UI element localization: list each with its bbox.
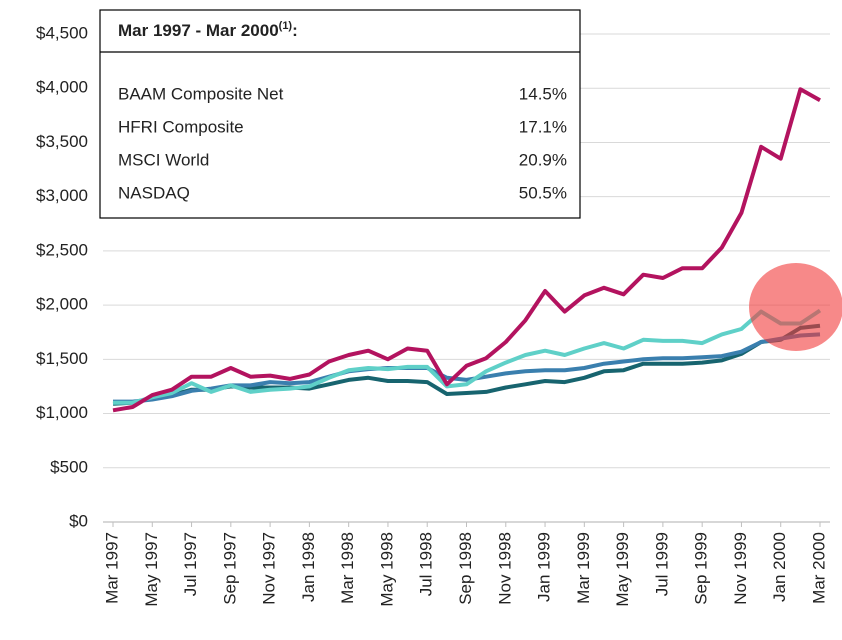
y-tick-label: $3,000 (36, 186, 88, 205)
y-tick-label: $0 (69, 511, 88, 530)
y-tick-label: $2,500 (36, 240, 88, 259)
x-tick-label: Nov 1998 (495, 532, 514, 605)
return-box: Mar 1997 - Mar 2000(1): BAAM Composite N… (99, 9, 581, 219)
highlight-circle (749, 263, 842, 351)
box-title-text: Mar 1997 - Mar 2000 (118, 21, 279, 40)
x-tick-label: Jul 1999 (652, 532, 671, 596)
x-tick-label: Jul 1997 (181, 532, 200, 596)
x-tick-label: Mar 1998 (338, 532, 357, 604)
lines (112, 87, 822, 413)
x-tick-label: Mar 2000 (809, 532, 828, 604)
legend-return: 14.5% (519, 84, 567, 103)
box-frame (99, 9, 581, 219)
legend-name: MSCI World (118, 150, 209, 169)
x-tick-label: Sep 1999 (692, 532, 711, 605)
x-tick-label: Jan 1998 (299, 532, 318, 602)
x-tick-label: Jul 1998 (417, 532, 436, 596)
y-tick-label: $4,500 (36, 23, 88, 42)
x-tick-label: Nov 1999 (731, 532, 750, 605)
x-tick-label: May 1997 (142, 532, 161, 607)
x-tick-label: Sep 1997 (220, 532, 239, 605)
series-line (113, 308, 822, 405)
x-tick-label: Mar 1997 (102, 532, 121, 604)
y-tick-label: $2,000 (36, 295, 88, 314)
grid: $0 $500 $1,000 $1,500 $2,000 $2,500 $3,000 $3,5… (36, 23, 830, 607)
x-tick-label: Nov 1997 (260, 532, 279, 605)
legend-return: 20.9% (519, 150, 567, 169)
x-tick-label: May 1999 (613, 532, 632, 607)
y-tick-label: $1,500 (36, 349, 88, 368)
legend-return: 17.1% (519, 117, 567, 136)
x-tick-label: Sep 1998 (456, 532, 475, 605)
y-tick-label: $1,000 (36, 403, 88, 422)
y-tick-label: $3,500 (36, 132, 88, 151)
x-tick-label: Jan 1999 (535, 532, 554, 602)
x-tick-label: Mar 1999 (574, 532, 593, 604)
series-line (112, 87, 821, 413)
box-title: Mar 1997 - Mar 2000(1): (118, 20, 298, 41)
legend-name: NASDAQ (118, 183, 190, 202)
y-tick-label: $500 (50, 457, 88, 476)
legend-return: 50.5% (519, 183, 567, 202)
box-title-superscript: (1) (279, 20, 293, 32)
y-tick-label: $4,000 (36, 78, 88, 97)
x-tick-label: Jan 2000 (770, 532, 789, 602)
x-tick-label: May 1998 (377, 532, 396, 607)
legend-name: BAAM Composite Net (118, 84, 284, 103)
legend-name: HFRI Composite (118, 117, 244, 136)
box-title-suffix: : (292, 21, 298, 40)
